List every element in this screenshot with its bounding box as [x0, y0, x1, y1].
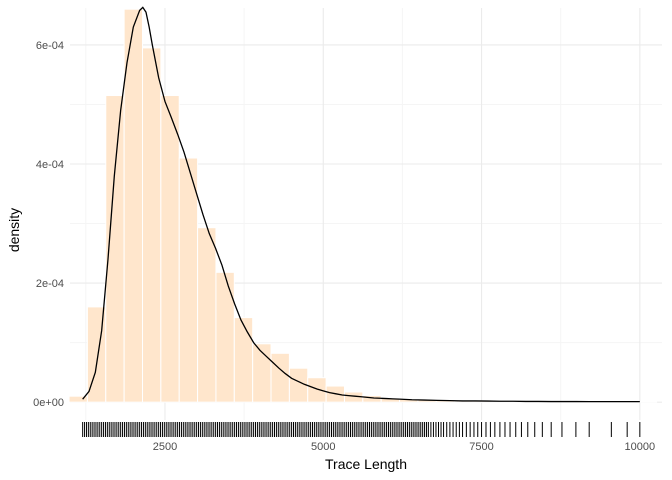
y-tick-label: 4e-04 [36, 159, 64, 171]
histogram-bar [307, 377, 327, 403]
y-tick-label: 6e-04 [36, 40, 64, 52]
x-tick-label: 2500 [153, 441, 177, 453]
y-tick-label: 2e-04 [36, 278, 64, 290]
histogram-bar [178, 157, 199, 403]
x-tick-label: 7500 [469, 441, 493, 453]
y-axis-title: density [6, 208, 22, 252]
x-axis-tick-labels: 2500 5000 7500 10000 [153, 441, 655, 453]
histogram-bar [215, 271, 235, 403]
density-curve-layer [82, 6, 640, 403]
histogram-bar [233, 317, 254, 403]
histogram-bar [197, 227, 217, 403]
histogram-bar [160, 95, 180, 403]
y-axis-tick-labels: 0e+00 2e-04 4e-04 6e-04 [33, 40, 64, 409]
x-tick-label: 5000 [311, 441, 335, 453]
y-tick-label: 0e+00 [33, 397, 64, 409]
x-axis-title: Trace Length [325, 456, 407, 472]
rug-marks [82, 422, 641, 437]
histogram-bar [141, 47, 162, 403]
x-tick-label: 10000 [625, 441, 656, 453]
density-curve-line [82, 6, 640, 403]
histogram-bar [270, 352, 290, 403]
